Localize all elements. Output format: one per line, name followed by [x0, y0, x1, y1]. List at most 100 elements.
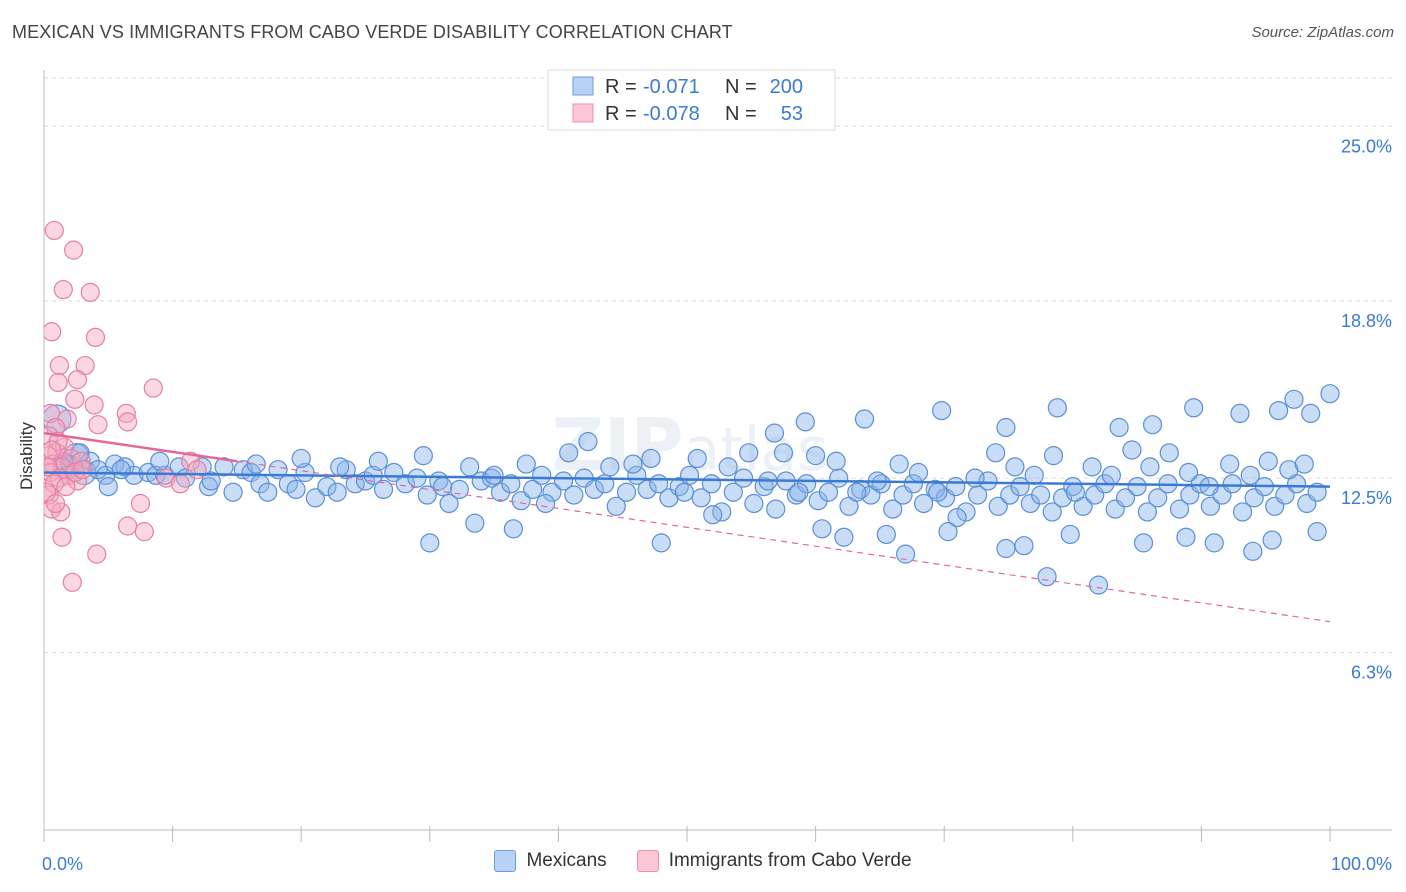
point-mexicans [641, 448, 661, 469]
point-mexicans [1178, 462, 1199, 483]
point-mexicans [223, 482, 243, 502]
point-mexicans [1082, 457, 1102, 477]
stats-n-value-2: 53 [781, 103, 803, 125]
point-caboverde [117, 412, 138, 432]
stats-n-value-1: 200 [770, 76, 803, 98]
x-tick-label-max: 100.0% [1331, 854, 1392, 874]
point-mexicans [718, 457, 738, 477]
point-mexicans [192, 457, 212, 477]
y-axis-label: Disability [17, 421, 36, 490]
point-mexicans [1232, 502, 1253, 522]
legend-item-mexicans[interactable]: Mexicans [494, 850, 607, 872]
point-mexicans [327, 482, 347, 502]
legend-swatch-caboverde [636, 850, 659, 872]
point-mexicans [637, 479, 657, 500]
point-mexicans [1043, 446, 1064, 466]
point-mexicans [986, 443, 1006, 463]
point-mexicans [965, 468, 985, 488]
y-tick-label: 12.5% [1341, 488, 1392, 508]
point-mexicans [532, 465, 552, 485]
point-caboverde [170, 474, 190, 494]
point-mexicans [1042, 502, 1062, 522]
point-mexicans [679, 465, 700, 485]
point-mexicans [395, 474, 415, 494]
point-mexicans [1184, 398, 1204, 418]
point-mexicans [1176, 527, 1196, 547]
point-mexicans [1159, 443, 1179, 463]
scatter-points [44, 220, 1340, 595]
point-caboverde [48, 372, 68, 393]
point-mexicans [1133, 533, 1154, 553]
point-mexicans [876, 524, 896, 545]
point-caboverde [84, 395, 104, 415]
point-caboverde [52, 527, 72, 547]
point-mexicans [616, 482, 637, 502]
point-mexicans [201, 471, 221, 491]
point-mexicans [938, 522, 958, 542]
point-mexicans [258, 482, 278, 502]
point-mexicans [1258, 451, 1278, 471]
point-caboverde [117, 516, 138, 536]
point-mexicans [503, 519, 523, 539]
point-mexicans [723, 482, 743, 502]
y-tick-label: 25.0% [1341, 136, 1392, 156]
point-mexicans [795, 412, 815, 432]
stats-swatch-mexicans [572, 76, 594, 96]
point-mexicans [1024, 465, 1044, 485]
point-mexicans [291, 448, 311, 469]
point-mexicans [484, 465, 504, 485]
point-mexicans [1220, 454, 1240, 474]
point-mexicans [1199, 476, 1219, 497]
point-mexicans [889, 454, 909, 474]
point-mexicans [1060, 524, 1080, 545]
point-mexicans [1301, 403, 1321, 424]
trend-line-mexicans [43, 471, 1331, 488]
point-caboverde [53, 279, 73, 300]
point-mexicans [150, 451, 170, 471]
point-caboverde [85, 327, 106, 348]
point-mexicans [286, 479, 306, 500]
point-mexicans [1088, 575, 1109, 595]
point-caboverde [134, 522, 154, 542]
point-mexicans [703, 505, 723, 525]
stats-legend: R = -0.071 N = 200 R = -0.078 N = 53 [547, 69, 836, 131]
point-mexicans [674, 482, 695, 502]
point-caboverde [87, 544, 107, 564]
point-caboverde [63, 240, 84, 260]
point-mexicans [1014, 536, 1034, 556]
point-mexicans [439, 493, 459, 514]
point-mexicans [516, 454, 536, 474]
bottom-legend: Mexicans Immigrants from Cabo Verde [0, 850, 1406, 872]
point-mexicans [1122, 440, 1142, 460]
legend-label-caboverde: Immigrants from Cabo Verde [668, 850, 912, 871]
point-mexicans [1284, 389, 1304, 409]
point-mexicans [1204, 533, 1224, 553]
stats-r-label-1: R = [605, 76, 637, 98]
point-mexicans [818, 482, 839, 502]
point-mexicans [1169, 499, 1190, 519]
point-mexicans [947, 507, 967, 528]
point-mexicans [883, 499, 903, 519]
legend-item-caboverde[interactable]: Immigrants from Cabo Verde [636, 850, 912, 872]
point-caboverde [56, 476, 76, 497]
point-mexicans [651, 533, 671, 553]
x-tick-labels: 0.0% 100.0% [42, 854, 1392, 874]
point-mexicans [764, 423, 785, 443]
trend-line-caboverde-extrapolated [236, 460, 1331, 623]
point-mexicans [1200, 496, 1221, 516]
point-mexicans [305, 488, 325, 508]
point-mexicans [908, 462, 929, 483]
point-mexicans [733, 468, 754, 488]
point-mexicans [739, 443, 759, 463]
point-mexicans [1262, 530, 1282, 550]
point-caboverde [62, 572, 82, 592]
point-mexicans [449, 479, 469, 500]
point-mexicans [1243, 541, 1263, 561]
point-mexicans [1222, 474, 1242, 494]
point-mexicans [1240, 465, 1260, 485]
point-mexicans [407, 468, 427, 488]
point-mexicans [1037, 567, 1057, 587]
stats-r-label-2: R = [605, 103, 637, 125]
point-caboverde [67, 370, 88, 390]
